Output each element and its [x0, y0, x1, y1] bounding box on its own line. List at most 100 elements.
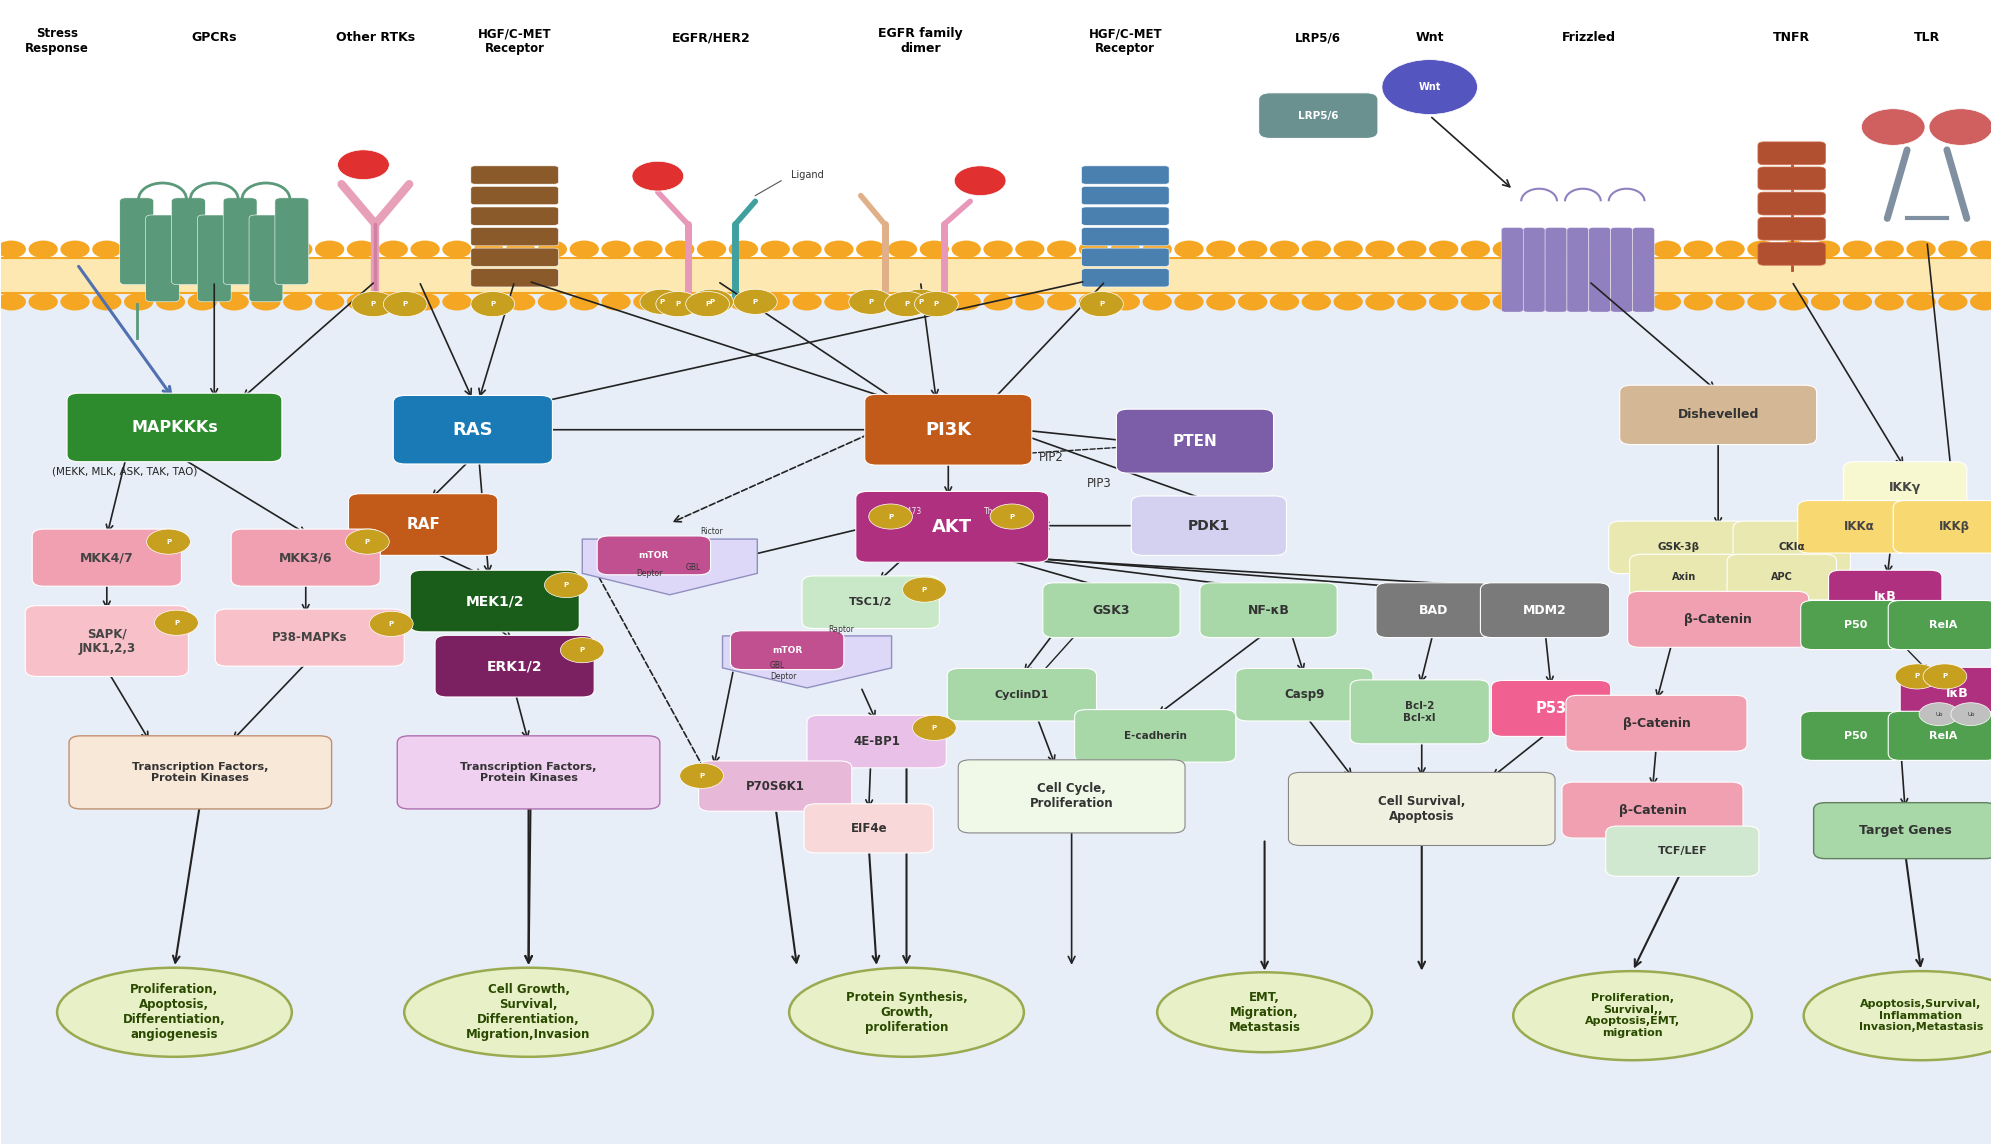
- FancyBboxPatch shape: [1800, 711, 1910, 760]
- Circle shape: [690, 290, 734, 315]
- Circle shape: [1176, 294, 1202, 310]
- Circle shape: [1112, 294, 1140, 310]
- FancyBboxPatch shape: [348, 493, 498, 555]
- Circle shape: [1080, 242, 1108, 258]
- Circle shape: [1908, 294, 1934, 310]
- FancyBboxPatch shape: [1888, 600, 1998, 649]
- FancyBboxPatch shape: [1236, 669, 1374, 721]
- FancyBboxPatch shape: [1888, 711, 1998, 760]
- FancyBboxPatch shape: [410, 570, 580, 632]
- Circle shape: [602, 294, 630, 310]
- Circle shape: [1016, 294, 1044, 310]
- Circle shape: [1080, 292, 1124, 317]
- Circle shape: [1876, 294, 1904, 310]
- Text: P: P: [564, 582, 568, 589]
- FancyBboxPatch shape: [698, 761, 852, 811]
- Circle shape: [868, 504, 912, 529]
- Text: PDK1: PDK1: [1188, 519, 1230, 532]
- Text: IκB: IκB: [1946, 687, 1968, 700]
- Circle shape: [602, 242, 630, 258]
- Circle shape: [444, 294, 470, 310]
- Text: MDM2: MDM2: [1524, 603, 1566, 617]
- Text: Frizzled: Frizzled: [1562, 31, 1616, 45]
- Circle shape: [1016, 242, 1044, 258]
- FancyBboxPatch shape: [1894, 500, 2000, 553]
- Circle shape: [824, 242, 852, 258]
- Text: Proliferation,
Apoptosis,
Differentiation,
angiogenesis: Proliferation, Apoptosis, Differentiatio…: [124, 984, 226, 1041]
- Circle shape: [848, 290, 892, 315]
- FancyBboxPatch shape: [802, 576, 940, 629]
- Text: Casp9: Casp9: [1284, 688, 1324, 701]
- Text: P: P: [932, 725, 936, 731]
- Text: P: P: [660, 299, 664, 305]
- Text: EGFR/HER2: EGFR/HER2: [672, 31, 750, 45]
- FancyBboxPatch shape: [1288, 773, 1556, 845]
- Text: Raptor: Raptor: [828, 625, 854, 634]
- FancyBboxPatch shape: [1502, 228, 1524, 313]
- FancyBboxPatch shape: [1200, 583, 1338, 638]
- Circle shape: [656, 292, 700, 317]
- Circle shape: [1382, 60, 1478, 114]
- FancyBboxPatch shape: [1630, 554, 1740, 600]
- Circle shape: [1270, 294, 1298, 310]
- Text: P38-MAPKs: P38-MAPKs: [272, 631, 348, 645]
- Circle shape: [1048, 294, 1076, 310]
- Text: Ub: Ub: [1936, 712, 1942, 717]
- Circle shape: [252, 294, 280, 310]
- FancyBboxPatch shape: [1608, 521, 1748, 574]
- Circle shape: [884, 292, 928, 317]
- Circle shape: [902, 577, 946, 602]
- FancyBboxPatch shape: [398, 736, 660, 808]
- Circle shape: [284, 294, 312, 310]
- FancyBboxPatch shape: [120, 198, 154, 285]
- Circle shape: [762, 294, 790, 310]
- FancyBboxPatch shape: [470, 166, 558, 184]
- FancyBboxPatch shape: [470, 269, 558, 287]
- Text: TCF/LEF: TCF/LEF: [1658, 846, 1708, 856]
- FancyBboxPatch shape: [232, 529, 380, 586]
- Text: Dishevelled: Dishevelled: [1678, 409, 1758, 421]
- Circle shape: [444, 242, 470, 258]
- FancyBboxPatch shape: [1632, 228, 1654, 313]
- Text: Proliferation,
Survival,,
Apoptosis,EMT,
migration: Proliferation, Survival,, Apoptosis,EMT,…: [1586, 993, 1680, 1039]
- FancyBboxPatch shape: [146, 215, 180, 302]
- Text: P: P: [922, 586, 926, 593]
- Circle shape: [1206, 242, 1234, 258]
- FancyBboxPatch shape: [470, 207, 558, 226]
- Text: IKKγ: IKKγ: [1890, 482, 1922, 495]
- FancyBboxPatch shape: [224, 198, 258, 285]
- Text: P: P: [904, 301, 910, 307]
- Text: P: P: [364, 538, 370, 545]
- Circle shape: [1812, 242, 1840, 258]
- Circle shape: [380, 242, 408, 258]
- Circle shape: [990, 504, 1034, 529]
- Circle shape: [1588, 294, 1616, 310]
- Text: TLR: TLR: [1914, 31, 1940, 45]
- Text: Ub: Ub: [1968, 712, 1974, 717]
- Circle shape: [316, 294, 344, 310]
- Circle shape: [1430, 242, 1458, 258]
- Circle shape: [1780, 242, 1808, 258]
- FancyBboxPatch shape: [172, 198, 206, 285]
- Circle shape: [898, 290, 942, 315]
- Text: RelA: RelA: [1928, 621, 1958, 630]
- Text: Ser473: Ser473: [894, 507, 922, 516]
- Text: P50: P50: [1844, 731, 1868, 741]
- Text: RAS: RAS: [452, 420, 494, 439]
- Circle shape: [316, 242, 344, 258]
- Circle shape: [1896, 664, 1938, 689]
- Circle shape: [1652, 242, 1680, 258]
- Circle shape: [62, 294, 88, 310]
- Circle shape: [1144, 294, 1172, 310]
- Circle shape: [680, 764, 724, 789]
- Circle shape: [1620, 294, 1648, 310]
- FancyBboxPatch shape: [250, 215, 282, 302]
- Text: Wnt: Wnt: [1418, 82, 1440, 92]
- FancyBboxPatch shape: [1042, 583, 1180, 638]
- FancyBboxPatch shape: [1610, 228, 1632, 313]
- Text: SAPK/
JNK1,2,3: SAPK/ JNK1,2,3: [78, 627, 136, 655]
- Bar: [2, 259, 1990, 293]
- Text: Target Genes: Target Genes: [1858, 824, 1952, 837]
- Text: IκB: IκB: [1874, 590, 1896, 603]
- Text: MKK4/7: MKK4/7: [80, 551, 134, 564]
